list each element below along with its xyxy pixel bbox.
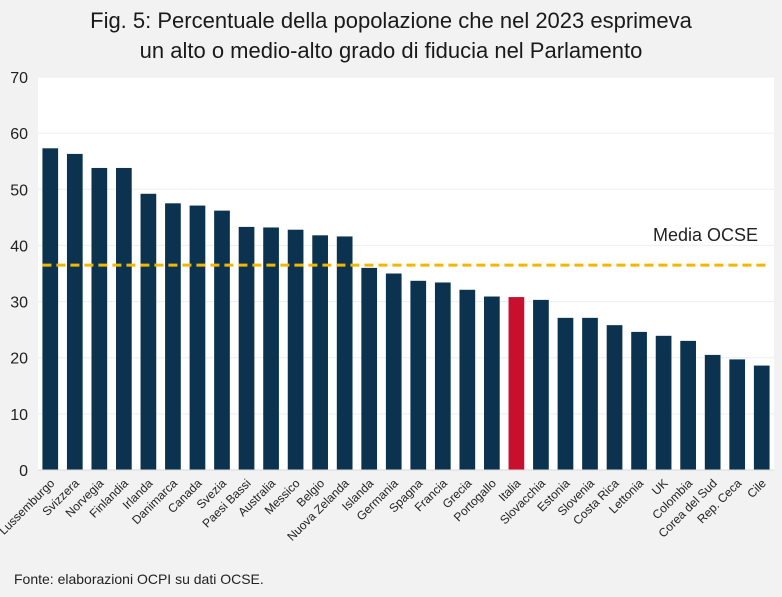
- y-tick-label: 40: [10, 238, 28, 255]
- bar: [484, 296, 500, 470]
- bar: [42, 148, 59, 470]
- bar: [606, 325, 623, 470]
- plot-area: [38, 77, 774, 470]
- bar: [557, 317, 574, 470]
- bar: [704, 354, 721, 470]
- y-tick-label: 50: [10, 182, 28, 199]
- bar: [66, 153, 83, 470]
- bar: [729, 359, 746, 470]
- y-tick-label: 20: [10, 351, 28, 368]
- bar: [238, 226, 255, 470]
- y-tick-label: 60: [10, 126, 28, 143]
- chart-title-line-1: Fig. 5: Percentuale della popolazione ch…: [90, 8, 692, 33]
- bar: [655, 335, 672, 470]
- y-tick-label: 70: [10, 70, 28, 87]
- bar: [385, 273, 402, 470]
- bar: [680, 340, 696, 470]
- bar: [336, 236, 353, 470]
- y-tick-label: 10: [10, 407, 28, 424]
- bar: [434, 282, 451, 470]
- bar: [508, 297, 525, 470]
- bar: [263, 227, 279, 470]
- bar: [312, 235, 328, 470]
- chart-title: Fig. 5: Percentuale della popolazione ch…: [0, 6, 782, 66]
- bar: [631, 331, 647, 470]
- bar: [287, 229, 304, 470]
- bar: [533, 299, 549, 470]
- bar: [410, 280, 427, 470]
- chart-title-line-2: un alto o medio-alto grado di fiducia ne…: [139, 38, 643, 63]
- bar: [214, 210, 230, 470]
- y-tick-label: 0: [19, 463, 28, 480]
- bar: [582, 317, 598, 470]
- bar: [91, 167, 108, 471]
- bar: [189, 205, 206, 470]
- bar: [165, 203, 181, 471]
- bar: [116, 167, 132, 471]
- bar: [361, 267, 378, 470]
- source-note: Fonte: elaborazioni OCPI su dati OCSE.: [14, 571, 264, 587]
- y-tick-label: 30: [10, 295, 28, 312]
- x-tick-label: Cile: [744, 476, 769, 501]
- bar: [459, 289, 476, 470]
- bar: [753, 365, 770, 470]
- bar: [140, 193, 157, 470]
- average-label: Media OCSE: [653, 225, 758, 245]
